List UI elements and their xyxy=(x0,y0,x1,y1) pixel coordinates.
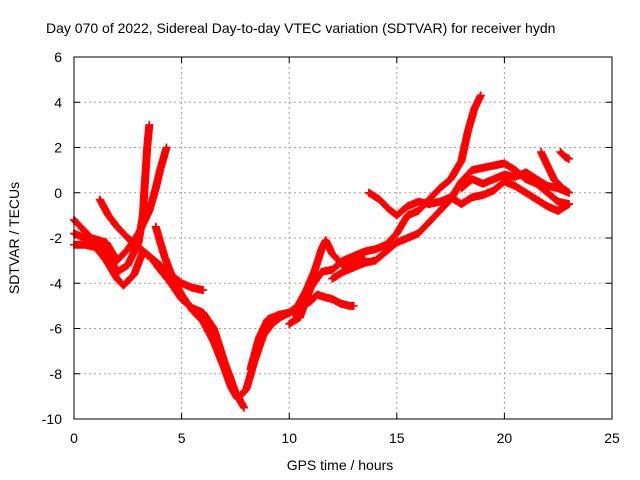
series-markers xyxy=(246,236,369,374)
x-tick-label: 20 xyxy=(497,430,513,446)
series-9 xyxy=(328,159,573,283)
gridlines xyxy=(74,57,612,419)
data-marks xyxy=(70,91,573,412)
x-tick-label: 0 xyxy=(70,430,78,446)
series-7 xyxy=(285,91,485,328)
series-markers xyxy=(328,159,573,283)
x-tick-label: 5 xyxy=(178,430,186,446)
series-markers xyxy=(285,91,485,328)
series-markers xyxy=(364,177,573,220)
axis-ticks: 0 5 10 15 20 25 -10 -8 -6 -4 -2 0 2 4 6 xyxy=(42,49,620,446)
chart-title: Day 070 of 2022, Sidereal Day-to-day VTE… xyxy=(46,20,555,36)
x-tick-label: 25 xyxy=(604,430,620,446)
series-12 xyxy=(537,148,573,197)
x-tick-label: 10 xyxy=(281,430,297,446)
series-8 xyxy=(289,290,358,319)
x-axis-label: GPS time / hours xyxy=(287,457,394,473)
y-tick-label: -8 xyxy=(50,366,63,382)
y-tick-label: -6 xyxy=(50,321,63,337)
series-13 xyxy=(556,148,573,163)
y-tick-label: 2 xyxy=(54,140,62,156)
y-tick-label: -10 xyxy=(42,411,62,427)
series-markers xyxy=(289,290,358,319)
y-tick-label: -2 xyxy=(50,230,63,246)
series-6 xyxy=(246,236,369,374)
y-tick-label: 6 xyxy=(54,49,62,65)
y-tick-label: 4 xyxy=(54,94,62,110)
series-markers xyxy=(556,148,573,163)
x-tick-label: 15 xyxy=(389,430,405,446)
series-11 xyxy=(457,168,573,197)
series-markers xyxy=(537,148,573,197)
y-tick-label: -4 xyxy=(50,275,63,291)
plot-frame xyxy=(73,56,613,420)
series-10 xyxy=(364,177,573,220)
y-tick-label: 0 xyxy=(54,185,62,201)
series-markers xyxy=(457,168,573,197)
y-axis-label: SDTVAR / TECUs xyxy=(6,182,22,294)
